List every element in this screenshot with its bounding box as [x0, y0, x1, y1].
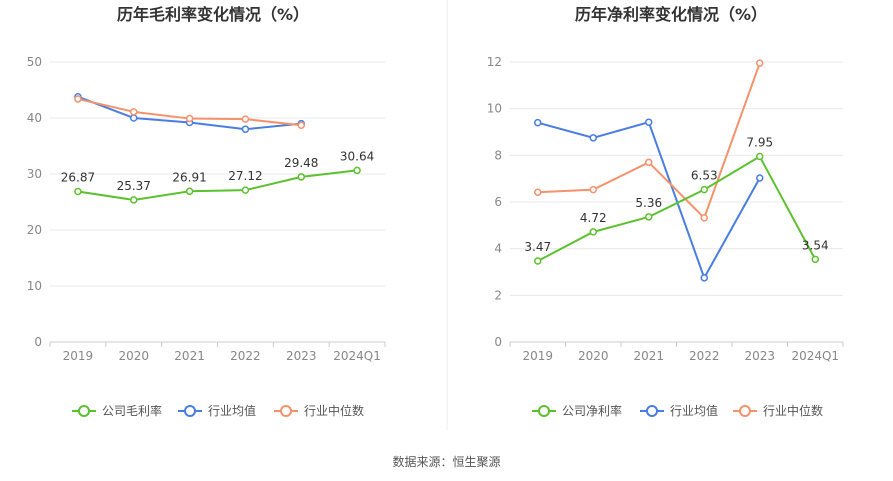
legend-swatch-marker [739, 405, 751, 417]
data-point [756, 59, 764, 67]
x-tick-label: 2019 [63, 349, 94, 363]
data-label: 4.72 [580, 211, 607, 225]
data-point [700, 214, 708, 222]
y-tick-label: 30 [27, 167, 42, 181]
y-tick-label: 0 [34, 335, 42, 349]
data-point [534, 188, 542, 196]
x-tick-label: 2024Q1 [791, 349, 839, 363]
chart-title: 历年毛利率变化情况（%） [117, 5, 309, 24]
data-point [185, 114, 194, 123]
data-point [297, 173, 305, 181]
y-tick-label: 2 [494, 288, 502, 302]
series-line [77, 169, 358, 201]
data-label: 29.48 [284, 156, 318, 170]
x-tick-label: 2022 [689, 349, 720, 363]
net-margin-chart: 历年净利率变化情况（%） 0 2 4 6 8 10 12 2019 2020 2021 2022 202… [487, 5, 844, 418]
data-point [811, 255, 819, 264]
x-tick-label: 2024Q1 [333, 349, 381, 363]
data-point [241, 186, 250, 194]
y-tick-label: 4 [494, 242, 502, 256]
data-point [645, 158, 653, 167]
data-point [534, 257, 542, 265]
y-tick-label: 0 [494, 335, 502, 349]
data-point [241, 125, 250, 133]
data-label: 7.95 [746, 136, 773, 150]
legend-swatch-marker [280, 405, 292, 417]
data-point [700, 185, 708, 194]
legend-swatch-marker [184, 405, 196, 417]
data-point [297, 121, 305, 130]
data-point [589, 228, 597, 236]
data-point [130, 108, 138, 116]
data-label: 25.37 [117, 179, 151, 193]
x-tick-label: 2020 [118, 349, 149, 363]
x-tick-label: 2021 [174, 349, 205, 363]
legend-swatch-marker [78, 405, 90, 417]
legend-label: 公司净利率 [562, 403, 622, 418]
data-label: 30.64 [340, 149, 374, 163]
y-tick-label: 12 [487, 55, 502, 69]
data-point [756, 152, 764, 161]
y-tick-label: 10 [27, 279, 42, 293]
series-line [537, 62, 761, 220]
series-line [537, 155, 817, 262]
x-tick-label: 2023 [286, 349, 317, 363]
data-point [534, 118, 542, 127]
data-label: 5.36 [635, 196, 662, 210]
data-label: 3.54 [802, 238, 829, 252]
data-point [756, 174, 764, 182]
data-label: 6.53 [691, 169, 718, 183]
legend-label: 行业中位数 [763, 403, 823, 418]
legend-label: 行业均值 [208, 403, 256, 418]
y-tick-label: 10 [487, 102, 502, 116]
data-label: 27.12 [228, 169, 262, 183]
y-tick-label: 6 [494, 195, 502, 209]
data-point [645, 118, 653, 126]
x-tick-label: 2020 [578, 349, 609, 363]
legend-swatch-marker [646, 405, 658, 417]
data-point [130, 196, 138, 204]
legend-label: 公司毛利率 [102, 403, 162, 418]
legend-label: 行业均值 [670, 403, 718, 418]
data-point [589, 185, 597, 194]
y-tick-label: 40 [27, 111, 42, 125]
data-source: 数据来源：恒生聚源 [392, 454, 500, 469]
data-label: 26.87 [61, 171, 95, 185]
x-tick-label: 2021 [633, 349, 664, 363]
data-point [74, 95, 82, 103]
y-tick-label: 8 [494, 148, 502, 162]
data-point [645, 213, 653, 221]
data-point [130, 114, 138, 122]
data-point [74, 187, 82, 196]
data-point [241, 115, 250, 123]
data-label: 26.91 [172, 170, 206, 184]
legend-label: 行业中位数 [304, 403, 364, 418]
x-tick-label: 2022 [230, 349, 261, 363]
chart-title: 历年净利率变化情况（%） [575, 5, 767, 24]
legend-swatch-marker [538, 405, 550, 417]
data-label: 3.47 [524, 240, 551, 254]
x-tick-label: 2019 [522, 349, 553, 363]
y-tick-label: 50 [27, 55, 42, 69]
data-point [589, 134, 597, 142]
data-point [353, 166, 361, 175]
data-point [185, 187, 194, 196]
gross-margin-chart: 历年毛利率变化情况（%） 0 10 20 30 40 50 2019 2020 2021 2022 2… [27, 5, 386, 418]
x-tick-label: 2023 [744, 349, 775, 363]
data-point [700, 274, 708, 282]
y-tick-label: 20 [27, 223, 42, 237]
